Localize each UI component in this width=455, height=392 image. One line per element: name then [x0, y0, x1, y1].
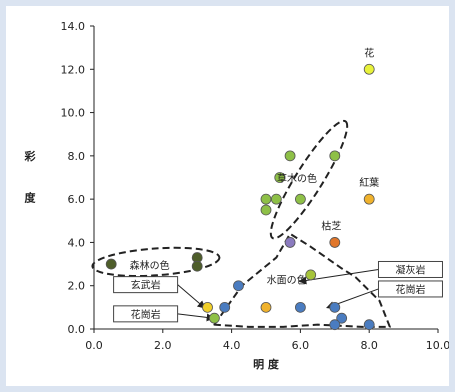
data-points [105, 63, 375, 331]
data-point [329, 150, 341, 162]
annotation-arrow [177, 313, 215, 322]
annotation-label: 草木の色 [277, 172, 317, 185]
data-point [294, 301, 306, 313]
y-tick-label: 10.0 [61, 107, 86, 120]
boxed-label: 花崗岩 [131, 308, 161, 321]
data-point [284, 237, 296, 248]
data-point [363, 193, 375, 205]
water-color-outline [213, 232, 391, 328]
region-outlines [91, 119, 391, 328]
data-point [219, 301, 231, 313]
y-tick-label: 4.0 [68, 236, 86, 249]
x-tick-label: 2.0 [154, 339, 172, 352]
data-point [270, 193, 282, 205]
x-tick-label: 0.0 [85, 339, 103, 352]
y-tick-label: 14.0 [61, 20, 86, 33]
label-box [377, 280, 443, 298]
axes: 0.0 2.0 4.0 6.0 8.0 10.0 0.0 2.0 4.0 6.0 8.0 10.0 12… [24, 20, 450, 371]
data-point [284, 150, 296, 162]
chart-frame: 0.0 2.0 4.0 6.0 8.0 10.0 0.0 2.0 4.0 6.0 8.0 10.0 12… [6, 6, 449, 386]
data-point [202, 301, 213, 313]
x-tick-label: 6.0 [292, 339, 310, 352]
data-point [336, 312, 348, 324]
y-tick-label: 0.0 [68, 323, 86, 336]
data-point [105, 258, 117, 270]
y-axis-title: 度 [25, 190, 37, 204]
x-axis-title: 明 度 [253, 357, 280, 371]
data-point [208, 312, 220, 324]
data-point [260, 301, 272, 313]
boxed-label: 玄武岩 [131, 279, 161, 292]
y-tick-label: 2.0 [68, 280, 86, 293]
data-point [305, 269, 317, 281]
annotation-label: 花 [364, 46, 374, 59]
boxed-label: 森林の色 [130, 259, 170, 272]
label-box [113, 276, 179, 294]
data-point [274, 172, 286, 183]
data-point [329, 319, 341, 331]
data-point [233, 280, 244, 292]
scatter-plot: 0.0 2.0 4.0 6.0 8.0 10.0 0.0 2.0 4.0 6.0 8.0 10.0 12… [24, 20, 450, 371]
label-box [113, 305, 179, 323]
data-point [363, 319, 375, 331]
data-point [329, 301, 341, 313]
forest-color-outline [91, 246, 221, 278]
grass-color-outline [269, 119, 349, 240]
x-tick-label: 4.0 [223, 339, 241, 352]
y-tick-label: 8.0 [68, 150, 86, 163]
data-point [294, 193, 306, 205]
data-point [260, 193, 272, 205]
boxed-label: 凝灰岩 [395, 263, 425, 276]
data-point [260, 204, 272, 216]
y-axis-title: 彩 [24, 149, 36, 163]
annotation-label: 枯芝 [321, 219, 341, 232]
x-tick-label: 10.0 [426, 339, 449, 352]
annotation-label: 紅葉 [359, 176, 379, 189]
y-tick-label: 12.0 [61, 63, 86, 76]
boxed-label: 花崗岩 [395, 283, 425, 296]
x-tick-label: 8.0 [360, 339, 378, 352]
label-box [377, 260, 443, 278]
annotation-arrow [177, 284, 206, 309]
data-point [329, 237, 341, 248]
data-point [363, 63, 375, 75]
data-point [191, 260, 203, 272]
y-tick-label: 6.0 [68, 193, 86, 206]
annotation-label: 水面の色 [267, 274, 307, 287]
